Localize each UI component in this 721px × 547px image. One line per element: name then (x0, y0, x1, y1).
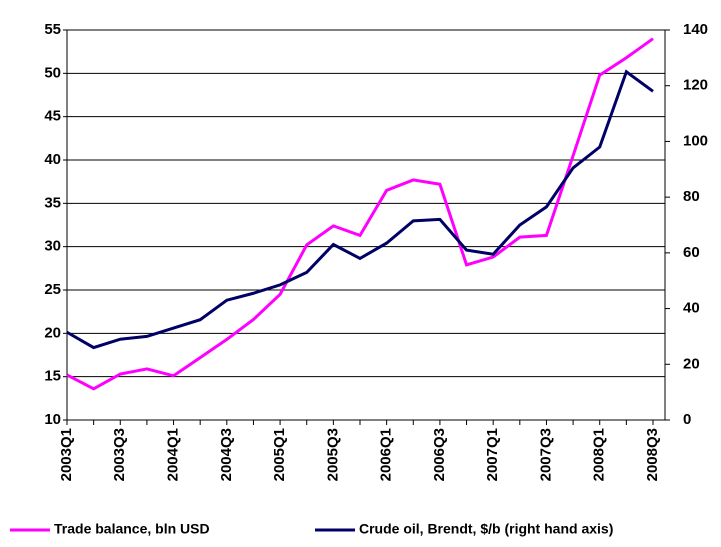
y-tick-label: 20 (44, 324, 61, 341)
y2-tick-label: 60 (683, 244, 700, 261)
legend-label: Trade balance, bln USD (54, 521, 210, 537)
y2-tick-label: 120 (683, 77, 708, 94)
y-tick-label: 10 (44, 411, 61, 428)
y-tick-label: 30 (44, 238, 61, 255)
y-tick-label: 45 (44, 108, 61, 125)
x-tick-label: 2004Q3 (218, 428, 235, 481)
y2-tick-label: 0 (683, 411, 691, 428)
series-line (66, 69, 654, 350)
x-tick-label: 2005Q1 (271, 428, 288, 481)
legend-label: Crude oil, Brendt, $/b (right hand axis) (359, 521, 613, 537)
x-tick-label: 2005Q3 (324, 428, 341, 481)
y-tick-label: 25 (44, 281, 61, 298)
y-tick-label: 35 (44, 194, 61, 211)
x-tick-label: 2008Q1 (591, 428, 608, 481)
x-tick-label: 2007Q3 (537, 428, 554, 481)
y2-tick-label: 40 (683, 300, 700, 317)
y2-tick-label: 140 (683, 21, 708, 38)
x-tick-label: 2008Q3 (644, 428, 661, 481)
y-tick-label: 40 (44, 151, 61, 168)
x-tick-label: 2003Q1 (58, 428, 75, 481)
y-tick-label: 55 (44, 21, 61, 38)
y2-tick-label: 100 (683, 132, 708, 149)
y-tick-label: 50 (44, 64, 61, 81)
y2-tick-label: 80 (683, 188, 700, 205)
plot-frame (66, 29, 666, 421)
x-tick-label: 2003Q3 (111, 428, 128, 481)
x-tick-label: 2006Q1 (378, 428, 395, 481)
series-line (66, 37, 654, 391)
y-tick-label: 15 (44, 368, 61, 385)
x-tick-label: 2006Q3 (431, 428, 448, 481)
x-tick-label: 2004Q1 (165, 428, 182, 481)
x-tick-label: 2007Q1 (484, 428, 501, 481)
y2-tick-label: 20 (683, 355, 700, 372)
